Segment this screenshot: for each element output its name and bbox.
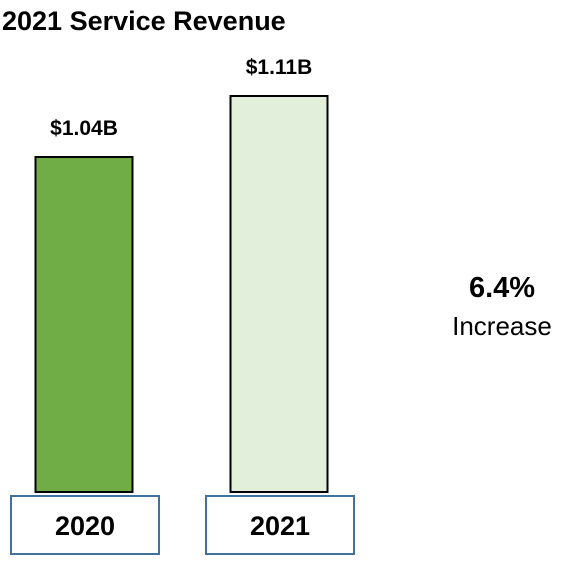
- value-label-2020: $1.04B: [50, 117, 118, 140]
- bars-layer: [34, 95, 329, 493]
- category-box-2020: [10, 495, 160, 555]
- annotation-label: Increase: [452, 311, 552, 341]
- value-label-2021: $1.11B: [246, 56, 313, 79]
- bar-2021: [229, 95, 329, 493]
- bar-2020: [34, 156, 134, 493]
- annotation-value: 6.4%: [469, 272, 535, 304]
- category-label-2021: 2021: [250, 511, 310, 541]
- category-box-2021: [205, 495, 355, 555]
- value-labels-layer: $1.04B $1.11B: [50, 56, 312, 140]
- category-boxes-layer: 2020 2021: [10, 495, 355, 555]
- chart-title: 2021 Service Revenue: [2, 6, 286, 36]
- category-label-2020: 2020: [55, 511, 115, 541]
